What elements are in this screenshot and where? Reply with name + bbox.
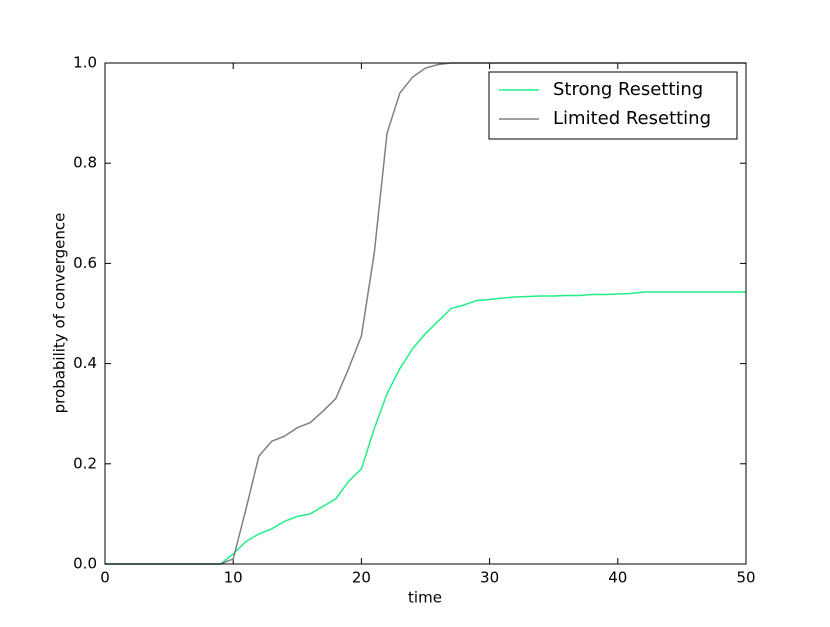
y-tick-label: 1.0 — [73, 54, 97, 72]
x-tick-label: 20 — [352, 569, 371, 587]
y-tick-label: 0.0 — [73, 555, 97, 573]
plot-frame — [104, 62, 747, 565]
series-line — [105, 291, 746, 565]
legend-label: Strong Resetting — [553, 79, 703, 100]
x-tick-label: 10 — [224, 569, 243, 587]
y-tick-label: 0.2 — [73, 454, 97, 472]
y-axis-label: probability of convergence — [51, 213, 69, 414]
x-tick-label: 0 — [100, 569, 110, 587]
y-tick-label: 0.8 — [73, 154, 97, 172]
y-tick-label: 0.6 — [73, 254, 97, 272]
legend-box — [488, 71, 738, 140]
y-tick-label: 0.4 — [73, 354, 97, 372]
legend-label: Limited Resetting — [553, 108, 711, 129]
x-tick-label: 40 — [608, 569, 627, 587]
x-axis-label: time — [408, 589, 442, 607]
x-tick-label: 50 — [736, 569, 755, 587]
x-tick-label: 30 — [480, 569, 499, 587]
